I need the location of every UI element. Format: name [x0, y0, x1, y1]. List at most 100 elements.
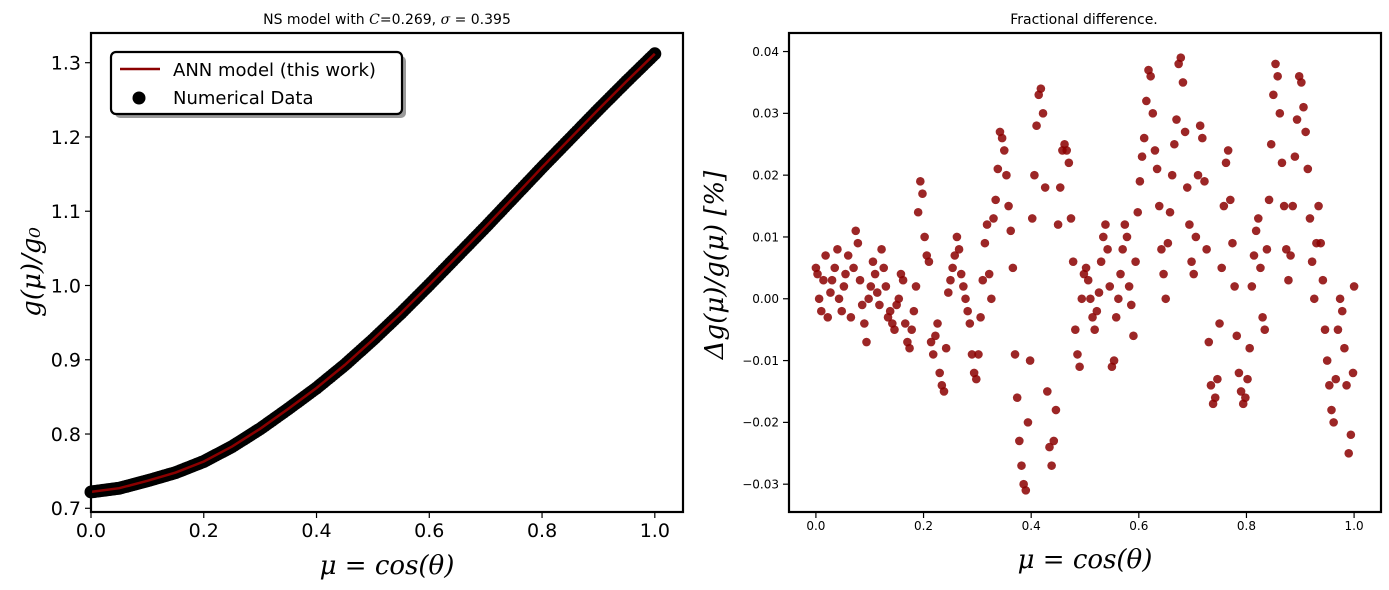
fractional-difference-point — [941, 343, 951, 353]
fractional-difference-point — [946, 275, 955, 285]
fractional-difference-point — [1088, 313, 1097, 322]
right-y-tick-label: 0.02 — [752, 168, 779, 182]
fractional-difference-point — [954, 245, 964, 254]
legend-marker-swatch — [132, 91, 146, 105]
chart-right: Fractional difference. 0.0 0.2 0.4 0.6 0.8 1.… — [700, 12, 1383, 575]
fractional-difference-point — [952, 232, 962, 242]
right-y-tick-label: 0.00 — [752, 292, 779, 306]
left-x-tick-label: 0.4 — [301, 520, 331, 542]
fractional-difference-point — [1017, 461, 1026, 470]
fractional-difference-point — [1021, 486, 1031, 495]
fractional-difference-point — [1146, 71, 1155, 81]
fractional-difference-point — [1159, 269, 1168, 279]
fractional-difference-point — [1180, 127, 1190, 137]
fractional-difference-point — [1172, 115, 1181, 124]
fractional-difference-point — [1346, 430, 1356, 440]
fractional-difference-point — [1305, 214, 1315, 223]
fractional-difference-point — [1320, 325, 1330, 334]
fractional-difference-point — [959, 282, 968, 291]
fractional-difference-point — [1269, 90, 1278, 100]
fractional-difference-point — [855, 275, 865, 285]
fractional-difference-point — [1154, 201, 1164, 211]
fractional-difference-point — [1245, 343, 1254, 353]
fractional-difference-point — [894, 294, 904, 304]
fractional-difference-point — [881, 282, 891, 291]
fractional-difference-point — [1202, 245, 1211, 254]
fractional-difference-point — [1071, 325, 1080, 334]
fractional-difference-point — [1316, 238, 1326, 248]
fractional-difference-point — [939, 387, 949, 396]
fractional-difference-point — [980, 238, 990, 248]
fractional-difference-point — [961, 294, 970, 304]
right-y-tick-label: −0.03 — [742, 478, 779, 492]
fractional-difference-point — [1307, 257, 1317, 266]
fractional-difference-point — [918, 189, 927, 198]
fractional-difference-point — [1055, 183, 1065, 192]
fractional-difference-point — [1152, 164, 1162, 174]
fractional-difference-point — [1187, 257, 1196, 266]
fractional-difference-point — [1006, 226, 1016, 236]
fractional-difference-point — [1053, 220, 1063, 229]
fractional-difference-point — [905, 343, 914, 353]
legend-box — [109, 50, 404, 116]
fractional-difference-point — [978, 275, 988, 285]
fractional-difference-point — [971, 374, 981, 384]
fractional-difference-point — [826, 288, 835, 297]
fractional-difference-point — [1004, 201, 1013, 211]
fractional-difference-point — [989, 214, 998, 223]
fractional-difference-point — [974, 350, 983, 359]
fractional-difference-point — [864, 294, 873, 304]
fractional-difference-point — [1043, 387, 1052, 396]
fractional-difference-point — [1137, 152, 1147, 161]
fractional-difference-point — [827, 275, 837, 285]
legend: ANN model (this work) Numerical Data — [109, 50, 406, 118]
fractional-difference-point — [1325, 380, 1334, 390]
fractional-difference-point — [1176, 53, 1186, 63]
left-x-axis: 0.0 0.2 0.4 0.6 0.8 1.0 — [76, 512, 670, 542]
fractional-difference-point — [814, 294, 824, 304]
fractional-difference-point — [898, 275, 908, 285]
fractional-difference-point — [916, 177, 925, 186]
chart-right-title: Fractional difference. — [1010, 12, 1158, 28]
fractional-difference-point — [1025, 356, 1035, 365]
fractional-difference-point — [926, 337, 936, 347]
left-y-tick-label: 1.0 — [51, 275, 81, 297]
right-x-axis-label: μ = cos(θ) — [1018, 545, 1153, 575]
fractional-difference-point — [1098, 232, 1108, 242]
fractional-difference-point — [1335, 294, 1345, 304]
fractional-difference-point — [1206, 380, 1216, 390]
right-y-tick-label: 0.01 — [752, 230, 779, 244]
fractional-difference-point — [851, 226, 861, 236]
left-y-tick-label: 0.8 — [51, 424, 81, 446]
fractional-difference-point — [866, 282, 876, 291]
fractional-difference-point — [1036, 84, 1046, 93]
fractional-difference-point — [862, 337, 871, 347]
fractional-difference-point — [1129, 331, 1138, 341]
fractional-difference-point — [853, 238, 863, 248]
fractional-difference-point — [1126, 300, 1136, 310]
fractional-difference-point — [911, 282, 921, 291]
fractional-difference-point — [907, 325, 917, 334]
fractional-difference-point — [933, 319, 942, 328]
fractional-difference-point — [1049, 436, 1059, 446]
fractional-difference-point — [1217, 263, 1226, 273]
fractional-difference-point — [890, 325, 899, 334]
fractional-difference-point — [1286, 251, 1295, 260]
fractional-difference-point — [1101, 220, 1110, 229]
fractional-difference-point — [1047, 461, 1056, 470]
fractional-difference-point — [1318, 275, 1328, 285]
fractional-difference-point — [1040, 183, 1050, 192]
fractional-difference-point — [1195, 121, 1205, 131]
fractional-difference-point — [1116, 269, 1125, 279]
fractional-difference-point — [982, 220, 992, 229]
fractional-difference-point — [1342, 380, 1351, 390]
right-y-tick-label: −0.01 — [742, 354, 779, 368]
fractional-difference-point — [1210, 393, 1220, 402]
fractional-difference-point — [909, 306, 919, 316]
fractional-difference-point — [1150, 146, 1160, 155]
fractional-difference-point — [984, 269, 994, 279]
fractional-difference-point — [1299, 102, 1308, 112]
fractional-difference-point — [1213, 374, 1222, 384]
fractional-difference-point — [1243, 374, 1252, 384]
fractional-difference-point — [1249, 251, 1259, 260]
